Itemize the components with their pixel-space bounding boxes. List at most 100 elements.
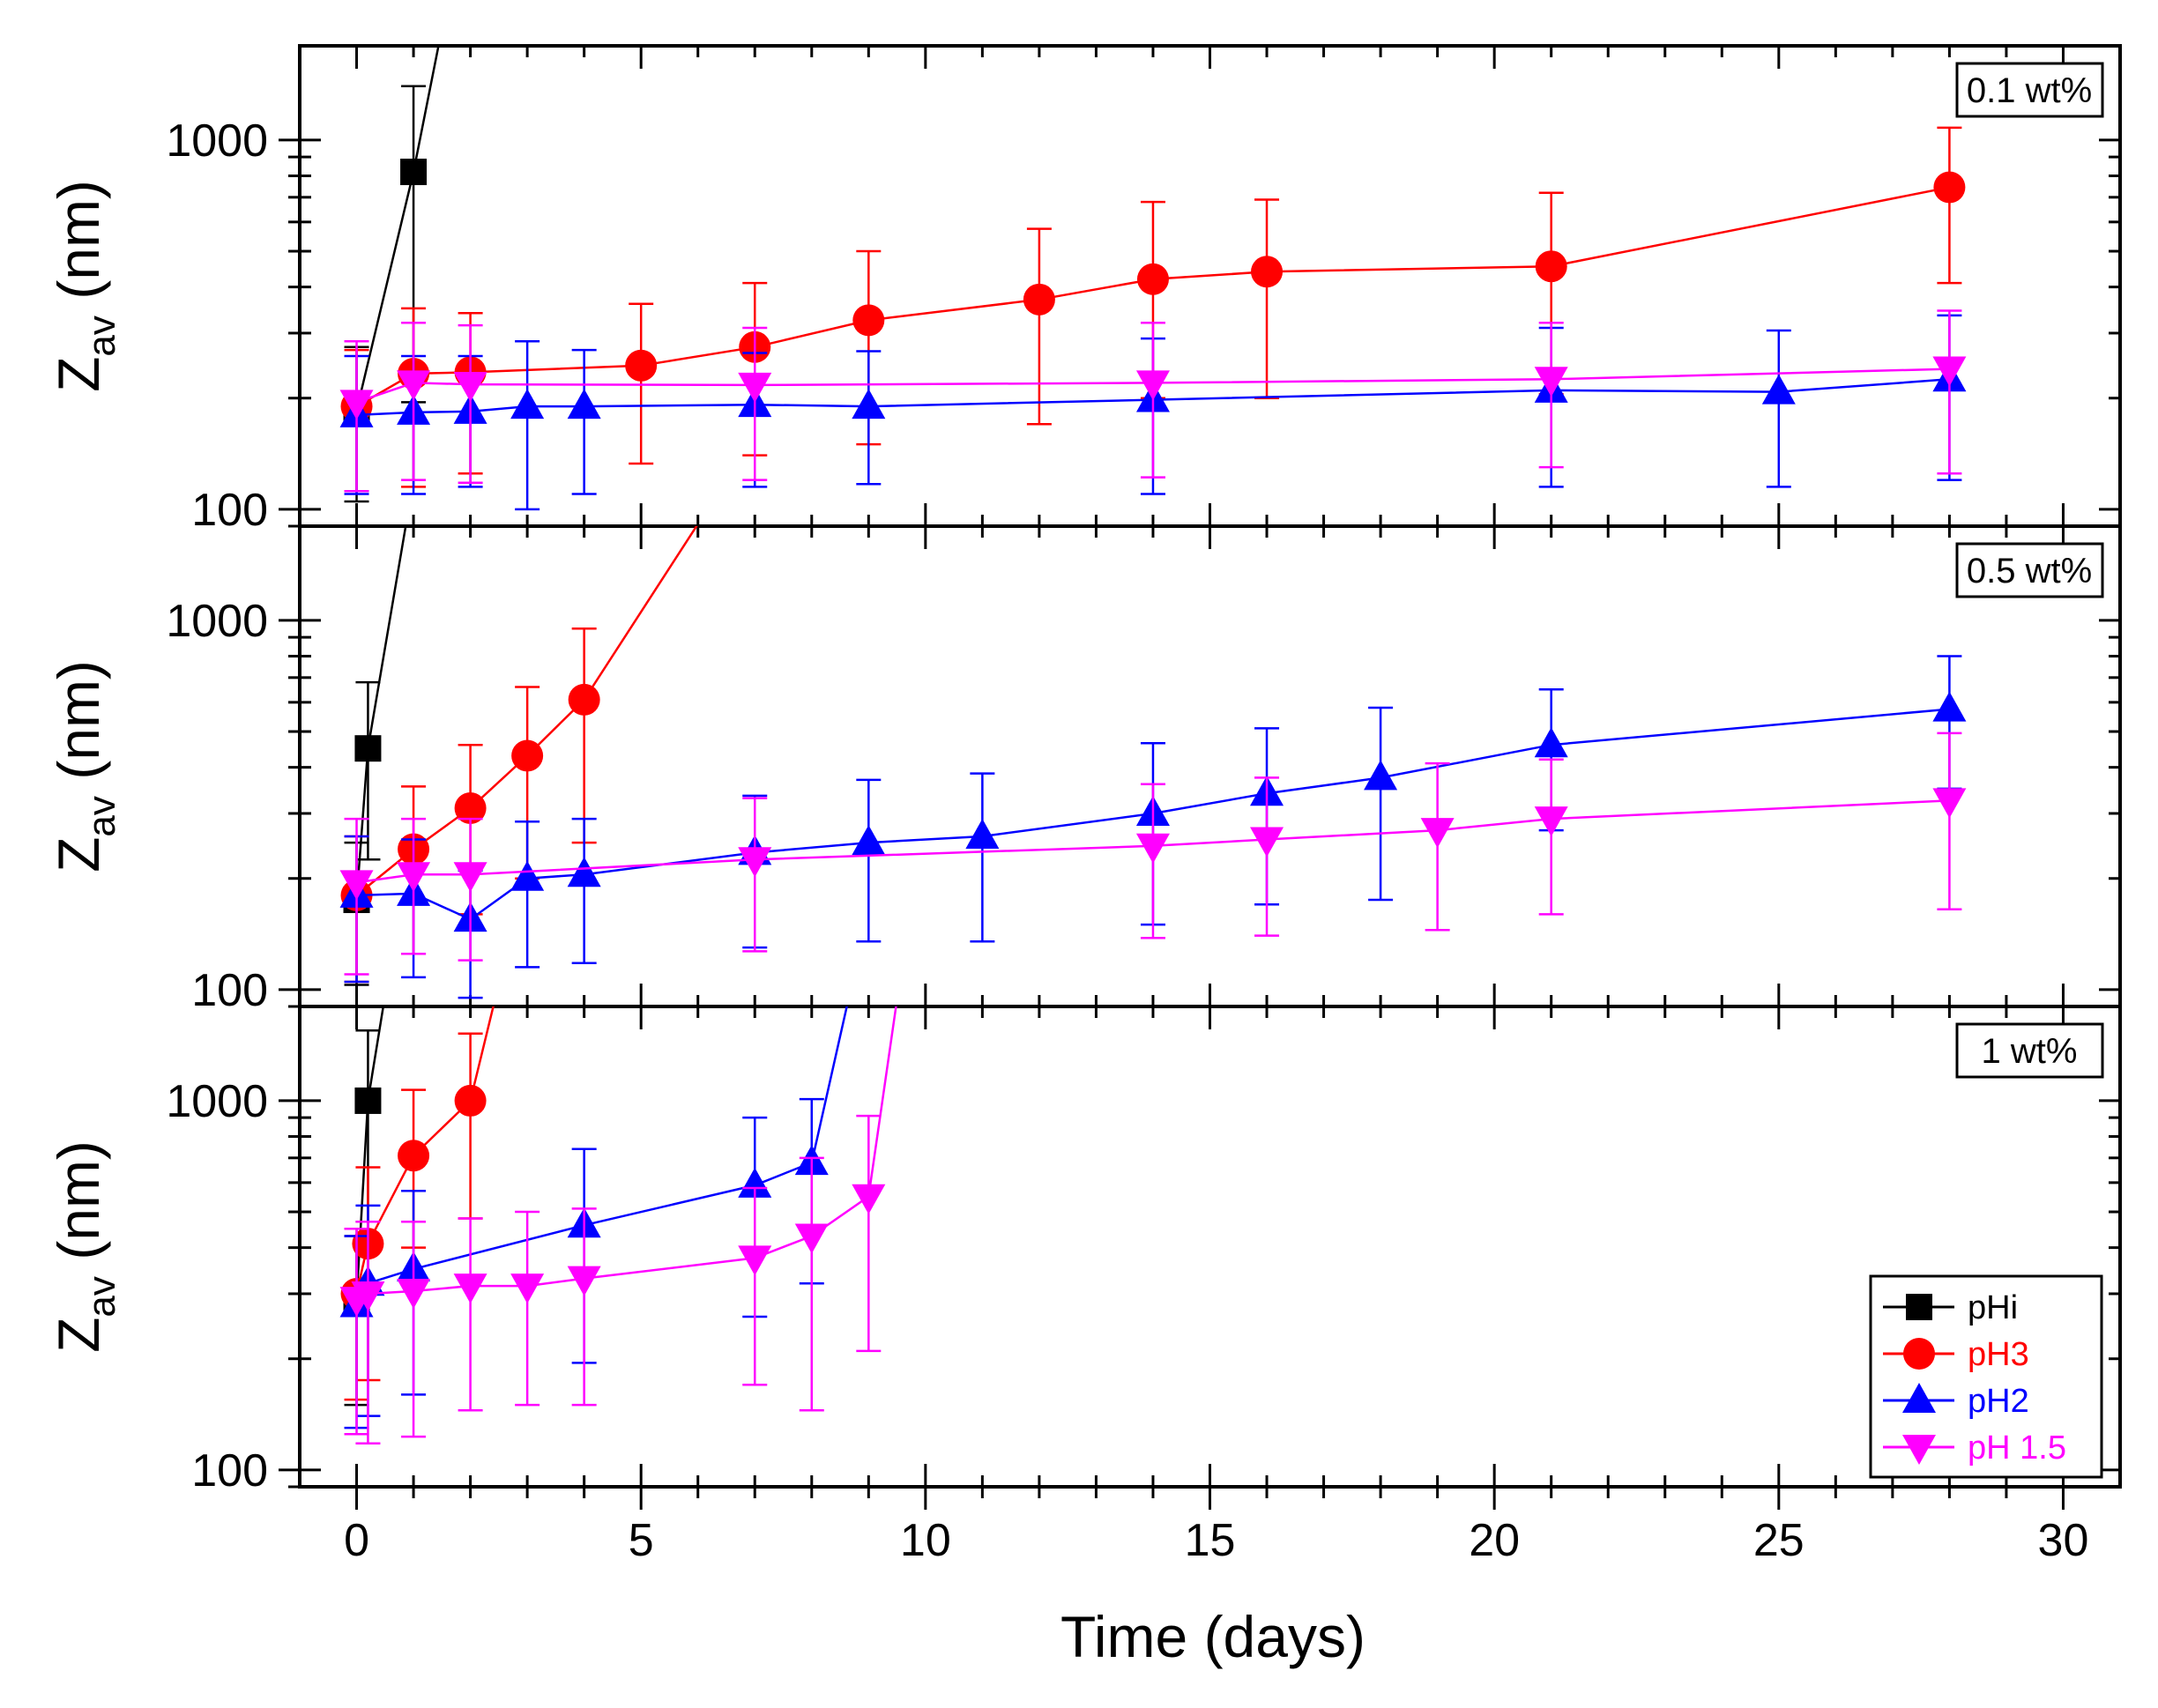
panel-label-box	[1955, 1022, 2104, 1079]
x-tick-label: 5	[629, 1515, 654, 1566]
series-ph2	[339, 1006, 848, 1430]
y-axis-title-text: Zav (nm)	[46, 180, 123, 392]
legend-label: pH2	[1968, 1383, 2029, 1420]
data-point	[852, 304, 885, 337]
data-point	[1364, 760, 1398, 791]
panel-1: 100 1000 Zav (nm) 0.1 wt%	[46, 44, 2122, 536]
series-line	[355, 1006, 848, 1306]
series-line	[355, 1006, 897, 1301]
legend: pHi pH3 pH2 pH 1.5	[1869, 1274, 2103, 1479]
data-point	[511, 739, 544, 772]
series-group	[339, 526, 1967, 999]
panel-label-box	[1955, 62, 2104, 118]
data-point	[567, 1266, 601, 1296]
legend-marker	[1903, 1338, 1935, 1370]
data-point	[738, 847, 772, 878]
series-ph-1.5	[339, 309, 1967, 493]
data-point	[397, 862, 431, 893]
legend-marker	[1902, 1383, 1936, 1413]
data-point	[1420, 818, 1455, 849]
panel-label: 0.5 wt%	[1967, 552, 2092, 590]
data-point	[1932, 356, 1967, 387]
data-point	[354, 1087, 382, 1114]
data-point	[1135, 833, 1170, 864]
panel-frame	[298, 1005, 2122, 1489]
data-point	[400, 159, 428, 186]
data-point	[1761, 374, 1796, 405]
data-point	[1534, 806, 1568, 837]
data-point	[738, 372, 772, 403]
data-point	[453, 372, 487, 403]
series-line	[355, 526, 698, 896]
data-point	[454, 1084, 487, 1117]
data-point	[794, 1223, 829, 1254]
data-point	[1534, 727, 1568, 758]
data-point	[1135, 370, 1170, 401]
y-tick-label: 1000	[166, 596, 268, 647]
panel-label-box	[1955, 542, 2104, 598]
x-tick-label: 15	[1185, 1515, 1236, 1566]
x-tick-label: 10	[900, 1515, 951, 1566]
series-group	[339, 1006, 897, 1444]
legend-entry: pH2	[1883, 1383, 2029, 1420]
data-point	[351, 1281, 385, 1311]
legend-marker	[1906, 1294, 1932, 1320]
data-point	[568, 683, 600, 716]
data-point	[339, 870, 374, 901]
data-point	[453, 862, 487, 893]
data-point	[852, 825, 886, 856]
legend-label: pH 1.5	[1968, 1430, 2066, 1467]
y-tick-label: 1000	[166, 1076, 268, 1127]
data-point	[454, 792, 487, 825]
panel-frame	[298, 524, 2122, 1008]
panel-2: 100 1000 Zav (nm) 0.5 wt%	[46, 524, 2122, 1016]
data-point	[397, 1278, 431, 1309]
data-point	[738, 1245, 772, 1276]
data-point	[1933, 171, 1966, 204]
x-tick-label: 30	[2038, 1515, 2089, 1566]
y-tick-label: 1000	[166, 115, 268, 167]
legend-label: pH3	[1968, 1336, 2029, 1373]
data-point	[510, 860, 545, 891]
data-point	[398, 1140, 430, 1172]
x-axis-title: Time (days)	[1060, 1604, 1365, 1669]
y-tick-label: 100	[191, 965, 268, 1016]
data-point	[1534, 367, 1568, 397]
series-ph3	[340, 526, 698, 984]
data-point	[339, 390, 374, 420]
data-point	[397, 370, 431, 401]
y-tick-label: 100	[191, 485, 268, 536]
legend-entry: pH3	[1883, 1336, 2029, 1373]
y-axis-title: Zav (nm)	[46, 1140, 123, 1353]
data-point	[1932, 691, 1967, 722]
data-point	[567, 857, 601, 887]
legend-entry: pH 1.5	[1883, 1430, 2066, 1467]
legend-marker	[1902, 1435, 1936, 1465]
data-point	[1250, 827, 1284, 858]
data-point	[1535, 250, 1567, 283]
series-ph3	[340, 1006, 495, 1401]
data-point	[1251, 256, 1284, 288]
y-axis-title: Zav (nm)	[46, 180, 123, 392]
data-point	[510, 389, 545, 420]
data-point	[510, 1274, 545, 1304]
legend-entry: pHi	[1883, 1289, 2018, 1326]
data-point	[965, 819, 1000, 850]
x-tick-label: 25	[1753, 1515, 1805, 1566]
panel-frame	[298, 44, 2122, 528]
panel-label: 1 wt%	[1982, 1032, 2078, 1071]
y-axis-title-text: Zav (nm)	[46, 660, 123, 873]
x-tick-label: 20	[1469, 1515, 1520, 1566]
x-tick-label: 0	[344, 1515, 369, 1566]
data-point	[625, 349, 658, 382]
y-axis-title-text: Zav (nm)	[46, 1140, 123, 1353]
data-point	[1136, 263, 1169, 295]
series-ph-1.5	[339, 1006, 897, 1444]
y-axis-title: Zav (nm)	[46, 660, 123, 873]
legend-label: pHi	[1968, 1289, 2018, 1326]
data-point	[738, 1167, 772, 1198]
data-point	[453, 1274, 487, 1304]
